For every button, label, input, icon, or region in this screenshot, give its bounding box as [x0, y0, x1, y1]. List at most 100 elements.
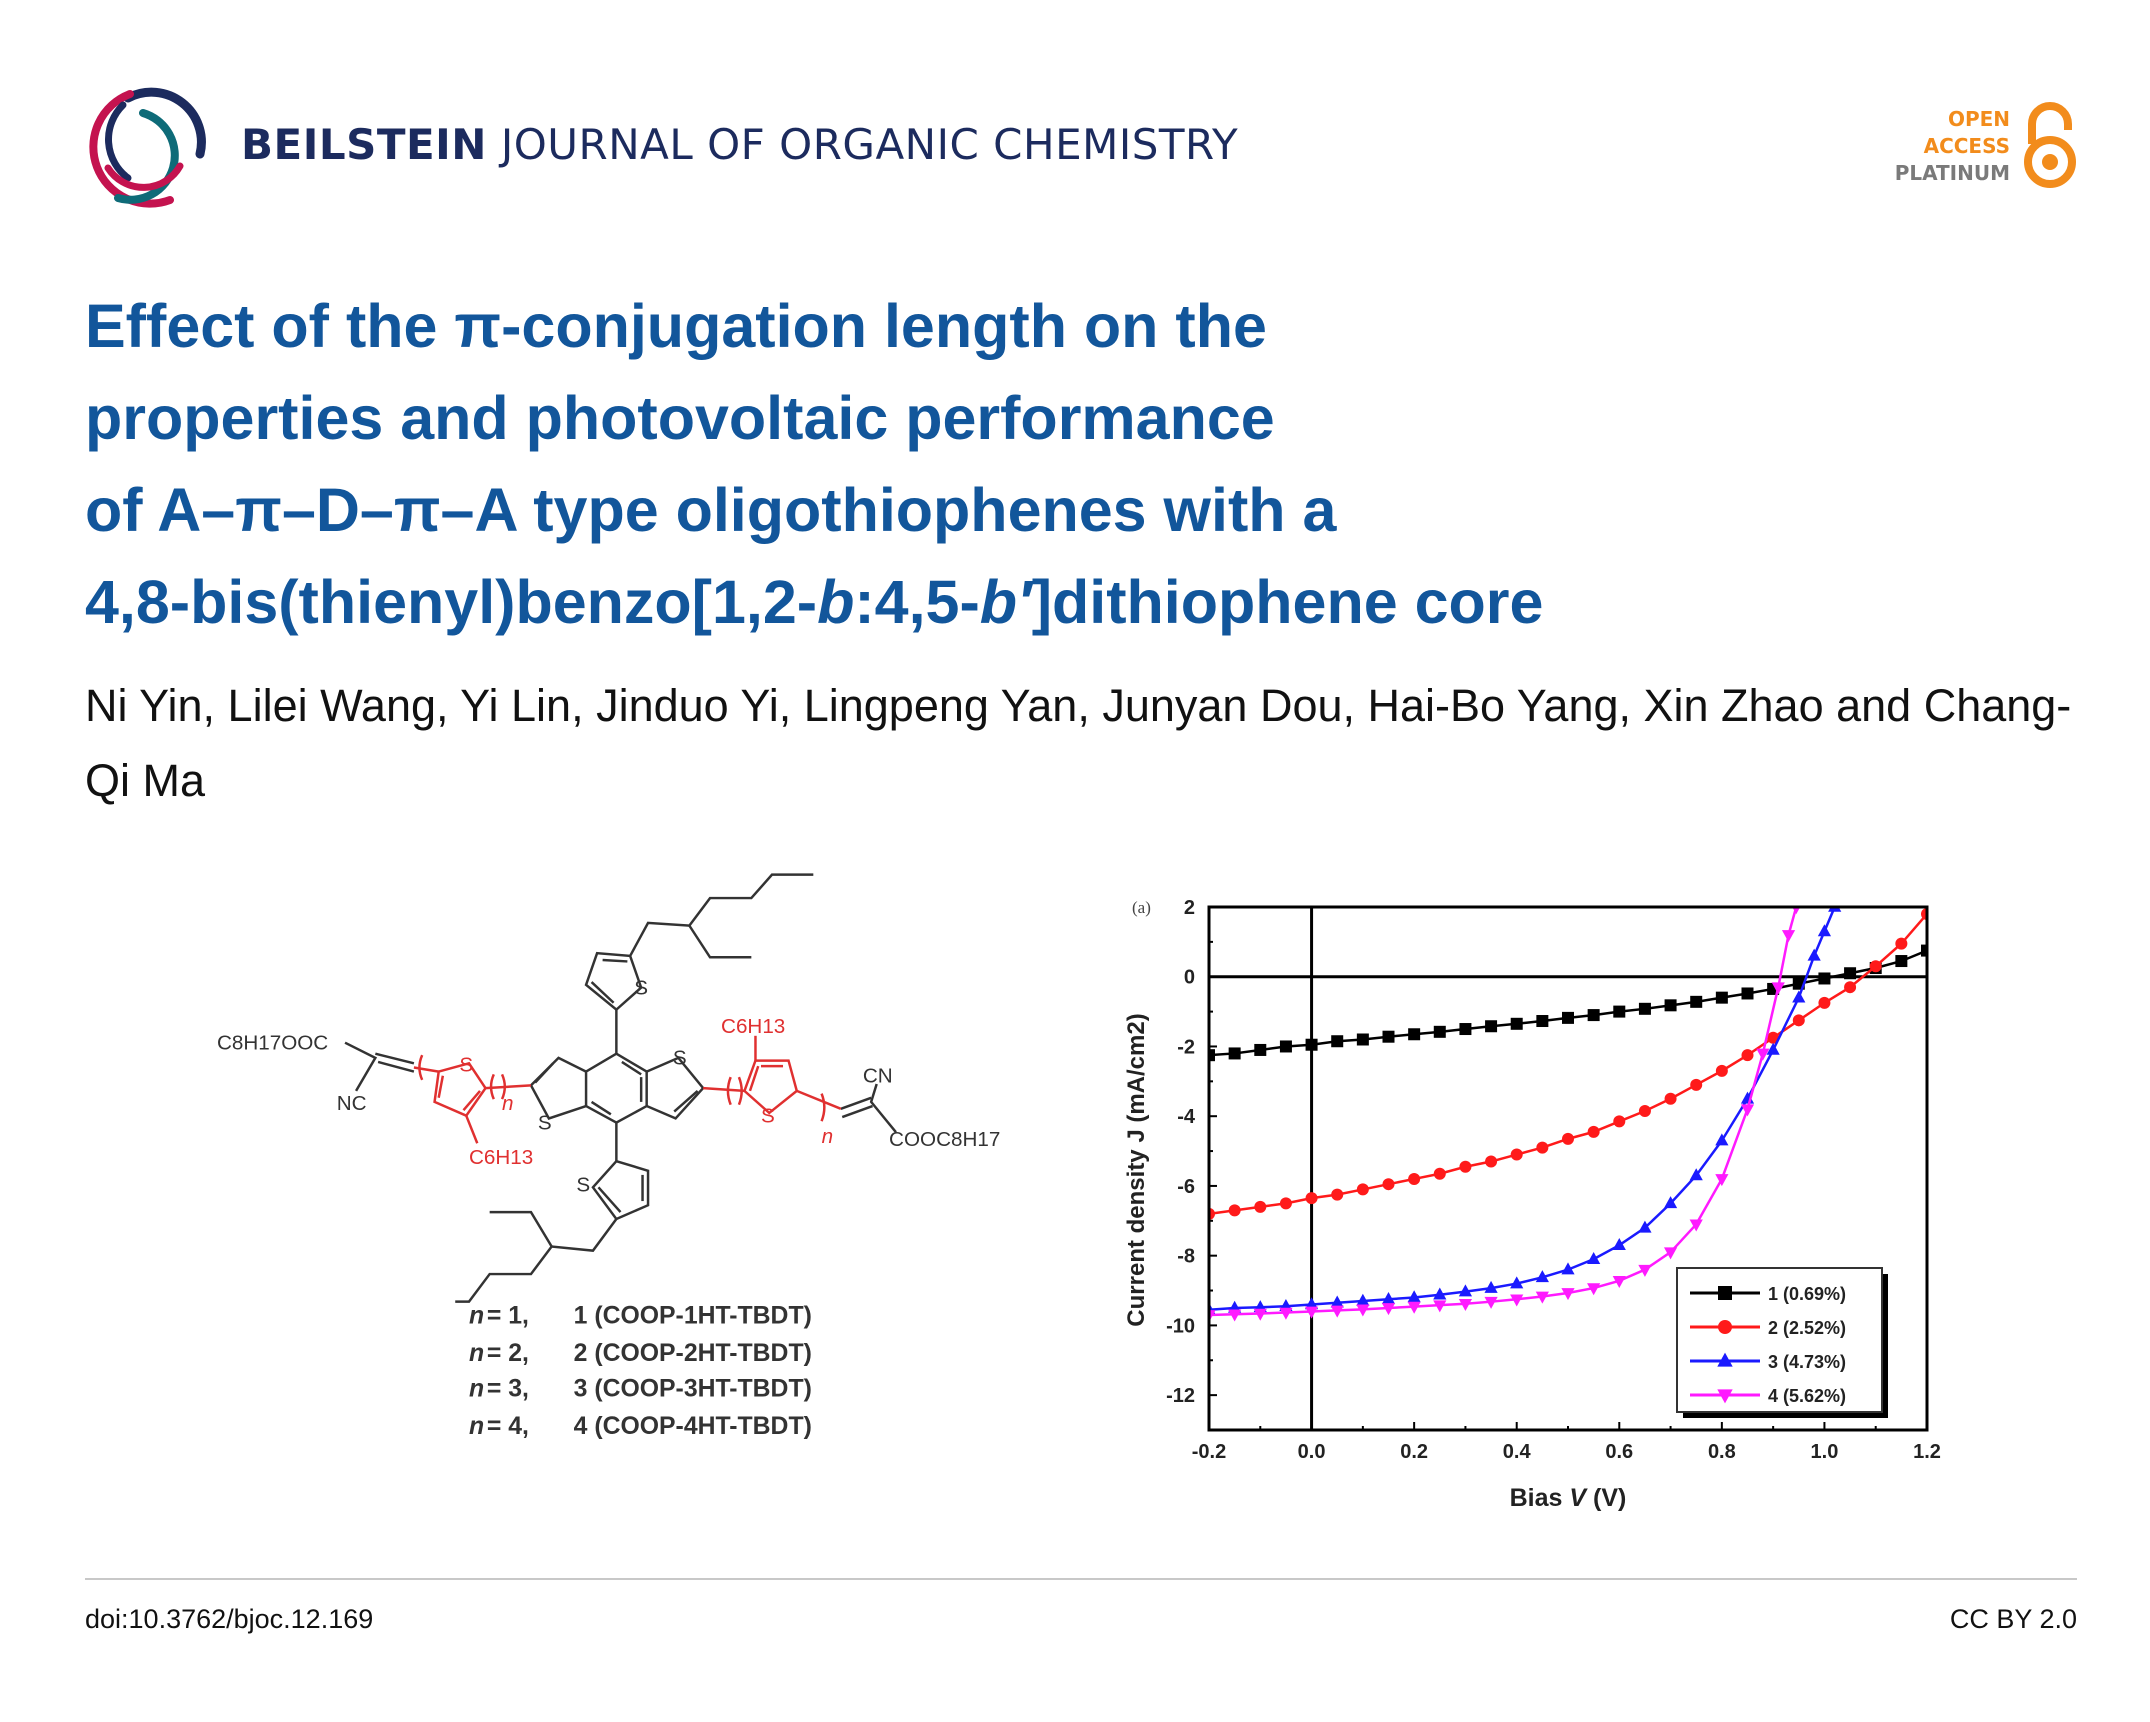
y-tick-label: -8	[1177, 1246, 1195, 1268]
right-ester-label: COOC8H17	[889, 1128, 1000, 1151]
data-point-triangle-up	[1715, 1133, 1729, 1146]
series-4	[1209, 907, 1801, 1323]
data-point-triangle-down	[1407, 1301, 1421, 1314]
data-point-circle	[1305, 1192, 1318, 1205]
sulfur-label: S	[576, 1173, 590, 1196]
data-point-triangle-down	[1433, 1300, 1447, 1313]
data-point-triangle-down	[1781, 930, 1796, 943]
data-point-square	[1638, 1002, 1651, 1015]
data-point-square	[1690, 995, 1703, 1008]
y-tick-label: 2	[1184, 897, 1195, 919]
data-point-circle	[1459, 1160, 1472, 1173]
compound-n-value: = 2,	[487, 1340, 529, 1367]
data-point-square	[1921, 944, 1927, 957]
data-point-square	[1715, 991, 1728, 1004]
left-nitrile-label: NC	[337, 1092, 367, 1115]
compound-name: 2 (COOP-2HT-TBDT)	[574, 1340, 812, 1367]
data-point-triangle-up	[1561, 1262, 1575, 1275]
data-point-circle	[1741, 1049, 1754, 1062]
data-point-square	[1510, 1017, 1523, 1030]
data-point-circle	[1485, 1155, 1498, 1168]
compound-name: 3 (COOP-3HT-TBDT)	[574, 1376, 812, 1403]
journal-name: BEILSTEIN JOURNAL OF ORGANIC CHEMISTRY	[241, 120, 1238, 169]
compound-n-value: = 1,	[487, 1303, 529, 1330]
data-point-triangle-up	[1663, 1196, 1678, 1209]
compound-n: n	[469, 1340, 484, 1367]
open-access-badge: OPEN ACCESS PLATINUM	[1895, 106, 2010, 187]
data-point-circle	[1869, 960, 1882, 973]
data-point-triangle-down	[1689, 1219, 1703, 1232]
title-line: 4,8-bis(thienyl)benzo[1,2-b:4,5-b′]dithi…	[85, 556, 1985, 648]
data-point-triangle-up	[1433, 1287, 1447, 1300]
title-fragment: :4,5-	[854, 568, 980, 636]
panel-label: (a)	[1132, 898, 1151, 917]
data-point-square	[1613, 1005, 1626, 1018]
title-line: properties and photovoltaic performance	[85, 384, 1275, 452]
data-point-triangle-down	[1458, 1298, 1473, 1311]
sulfur-label: S	[761, 1105, 775, 1128]
compound-name: 4 (COOP-4HT-TBDT)	[574, 1413, 812, 1440]
data-point-square	[1228, 1047, 1241, 1060]
data-point-circle	[1279, 1197, 1292, 1210]
y-axis-label: Current density J (mA/cm2)	[1123, 1013, 1150, 1326]
open-lock-icon	[2024, 102, 2076, 188]
data-point-triangle-down	[1356, 1304, 1370, 1317]
sulfur-label: S	[459, 1054, 473, 1077]
data-point-triangle-down	[1663, 1247, 1678, 1260]
data-point-square	[1818, 972, 1831, 985]
data-point-triangle-up	[1356, 1293, 1370, 1306]
y-tick-label: -12	[1166, 1385, 1195, 1407]
x-tick-label: -0.2	[1192, 1441, 1226, 1463]
compound-row: n = 2, 2 (COOP-2HT-TBDT)	[469, 1340, 812, 1367]
data-point-triangle-up	[1817, 924, 1832, 937]
compound-n-value: = 4,	[487, 1413, 529, 1440]
legend-label: 4 (5.62%)	[1768, 1386, 1846, 1406]
y-tick-label: -2	[1177, 1036, 1195, 1058]
data-point-circle	[1638, 1104, 1651, 1117]
data-point-triangle-down	[1587, 1283, 1601, 1296]
data-point-triangle-up	[1638, 1220, 1652, 1233]
sulfur-label: S	[538, 1111, 552, 1134]
data-point-triangle-up	[1381, 1292, 1396, 1305]
x-axis-label: Bias V (V)	[1510, 1484, 1627, 1512]
data-point-square	[1664, 999, 1677, 1012]
data-point-circle	[1792, 1014, 1805, 1027]
data-point-triangle-up	[1587, 1251, 1601, 1264]
data-point-circle	[1382, 1178, 1395, 1191]
y-tick-label: -6	[1177, 1176, 1195, 1198]
x-tick-label: 0.4	[1503, 1441, 1532, 1463]
x-tick-label: 0.6	[1605, 1441, 1633, 1463]
data-point-circle	[1228, 1204, 1241, 1217]
compound-n: n	[469, 1303, 484, 1330]
journal-subtitle: JOURNAL OF ORGANIC CHEMISTRY	[500, 120, 1239, 169]
data-point-circle	[1844, 981, 1857, 994]
compound-n: n	[469, 1413, 484, 1440]
compound-name: 1 (COOP-1HT-TBDT)	[574, 1303, 812, 1330]
data-point-circle	[1254, 1200, 1267, 1213]
data-point-triangle-down	[1638, 1264, 1652, 1277]
hexyl-label: C6H13	[469, 1146, 533, 1169]
data-point-triangle-down	[1484, 1296, 1498, 1309]
structure-black-bonds	[344, 873, 897, 1303]
data-point-circle	[1510, 1148, 1523, 1161]
data-point-triangle-up	[1535, 1270, 1549, 1283]
data-point-circle	[1356, 1183, 1369, 1196]
data-point-triangle-down	[1381, 1303, 1396, 1316]
series-line	[1209, 907, 1836, 1311]
y-tick-label: 0	[1184, 967, 1195, 989]
badge-line-open: OPEN	[1947, 107, 2010, 131]
data-point-triangle-down	[1715, 1174, 1729, 1187]
title-fragment: ]dithiophene core	[1031, 568, 1544, 636]
repeat-n-label: n	[822, 1125, 833, 1148]
data-point-square	[1485, 1020, 1498, 1033]
badge-line-platinum: PLATINUM	[1894, 161, 2010, 185]
data-point-square	[1895, 955, 1908, 968]
title-fragment: b′	[979, 568, 1032, 636]
title-fragment: 4,8-bis(thienyl)benzo[1,2-	[85, 568, 818, 636]
data-point-circle	[1331, 1188, 1344, 1201]
data-point-circle	[1718, 1320, 1732, 1334]
data-point-triangle-up	[1304, 1297, 1319, 1310]
series-2	[1209, 907, 1927, 1220]
data-point-circle	[1562, 1132, 1574, 1145]
structure-red-bonds	[413, 1035, 842, 1144]
